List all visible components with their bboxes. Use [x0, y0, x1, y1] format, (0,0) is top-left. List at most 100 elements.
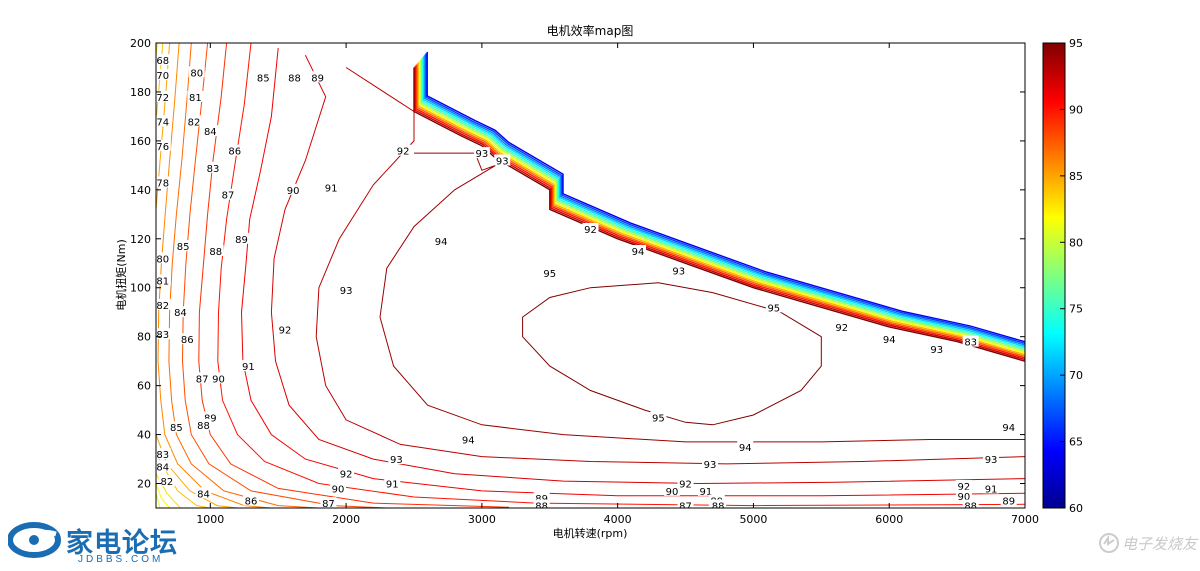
plot-frame — [155, 42, 1026, 509]
contour-label: 92 — [958, 482, 971, 493]
colorbar-tick-label: 90 — [1069, 103, 1083, 116]
contour-lines — [156, 43, 1025, 508]
contour-label-bg — [219, 188, 236, 200]
contour-label: 88 — [288, 73, 301, 84]
contour-label-bg — [168, 421, 185, 433]
contour-label-bg — [175, 240, 192, 252]
x-tick-label: 6000 — [875, 513, 903, 526]
contour-label: 80 — [156, 254, 169, 265]
contour-label: 83 — [964, 338, 977, 349]
boundary-band-line — [416, 63, 1025, 358]
contour-label: 94 — [632, 247, 645, 258]
boundary-band-line — [423, 55, 1025, 348]
contour-label: 93 — [704, 460, 717, 471]
contour-label: 87 — [322, 499, 335, 510]
watermark: 电子发烧友 — [1098, 528, 1198, 560]
y-tick-label: 180 — [130, 86, 151, 99]
contour-label-bg — [156, 328, 171, 340]
x-tick-label: 5000 — [739, 513, 767, 526]
contour-label-bg — [156, 54, 171, 66]
contour-label: 92 — [835, 323, 848, 334]
contour-label-bg — [338, 467, 355, 479]
contour-label-bg — [983, 453, 1000, 465]
contour-label: 90 — [332, 484, 345, 495]
contour-label: 91 — [325, 183, 338, 194]
contour-label-bg — [833, 320, 850, 332]
contour-label-bg — [320, 497, 337, 508]
contour-label-bg — [677, 477, 694, 489]
boundary-band-line — [425, 53, 1025, 345]
contour-label: 95 — [767, 303, 780, 314]
colorbar-tick-label: 85 — [1069, 170, 1083, 183]
watermark-badge-icon — [1099, 533, 1119, 553]
contour-label-bg — [338, 284, 355, 296]
contour-label: 78 — [156, 179, 169, 190]
contour-label: 83 — [156, 330, 169, 341]
contour-label: 86 — [245, 497, 258, 508]
colorbar-tick-label: 70 — [1069, 369, 1083, 382]
contour-label: 87 — [196, 374, 209, 385]
y-tick-label: 200 — [130, 37, 151, 50]
contour-label: 85 — [257, 73, 270, 84]
contour-label-bg — [205, 161, 222, 173]
contour-line-93 — [315, 67, 1025, 465]
contour-label: 88 — [197, 421, 210, 432]
y-tick-label: 160 — [130, 135, 151, 148]
contour-label-bg — [156, 90, 171, 102]
contour-label-bg — [1000, 494, 1017, 506]
y-tick-label: 80 — [137, 331, 151, 344]
contour-label: 82 — [156, 301, 169, 312]
contour-line-94 — [379, 152, 1025, 443]
contour-label-bg — [156, 176, 171, 188]
contour-label-bg — [156, 298, 171, 310]
contour-label: 88 — [209, 247, 222, 258]
contour-label: 93 — [985, 455, 998, 466]
contour-label-bg — [179, 333, 196, 345]
contour-label-bg — [188, 66, 205, 78]
contour-line-81 — [156, 493, 161, 508]
contour-line-86 — [157, 43, 272, 508]
contour-label: 94 — [462, 435, 475, 446]
x-axis-label: 电机转速(rpm) — [553, 526, 628, 540]
boundary-band-line — [421, 58, 1025, 351]
contour-label: 88 — [964, 502, 977, 513]
contour-line-90 — [217, 43, 1025, 507]
boundary-band-line — [419, 59, 1025, 353]
contour-label-bg — [663, 484, 680, 496]
contour-label-bg — [582, 223, 599, 234]
contour-line-95 — [522, 282, 822, 426]
y-tick-label: 60 — [137, 380, 151, 393]
contour-label-bg — [195, 418, 212, 430]
contour-label-bg — [329, 482, 346, 494]
contour-label-bg — [395, 144, 412, 156]
contour-label: 89 — [311, 73, 324, 84]
contour-line-89 — [198, 43, 510, 508]
contour-label-bg — [276, 323, 293, 335]
boundary-band-line — [414, 66, 1025, 361]
contour-label-bg — [210, 372, 227, 384]
contour-label: 87 — [222, 191, 235, 202]
contour-label: 90 — [666, 487, 679, 498]
contour-label: 74 — [156, 117, 169, 128]
y-tick-label: 120 — [130, 233, 151, 246]
contour-label: 86 — [228, 147, 241, 158]
contour-label: 91 — [700, 487, 713, 498]
contour-label-bg — [955, 479, 972, 491]
contour-label: 91 — [242, 362, 255, 373]
contour-label-bg — [233, 232, 250, 244]
contour-label: 93 — [390, 455, 403, 466]
contour-label: 86 — [181, 335, 194, 346]
boundary-band-line — [424, 54, 1025, 346]
contour-label-bg — [928, 342, 945, 354]
contour-label: 93 — [496, 156, 509, 167]
contour-label-bg — [1000, 421, 1017, 433]
contour-label-bg — [384, 477, 401, 489]
contour-label: 87 — [679, 502, 692, 513]
contour-label-bg — [388, 453, 405, 465]
logo-text: 家电论坛 — [66, 528, 178, 559]
contour-line-92 — [270, 54, 1025, 485]
contour-label: 90 — [212, 374, 225, 385]
contour-label-bg — [737, 440, 754, 452]
contour-label-bg — [202, 411, 219, 423]
contour-label: 92 — [397, 147, 410, 158]
